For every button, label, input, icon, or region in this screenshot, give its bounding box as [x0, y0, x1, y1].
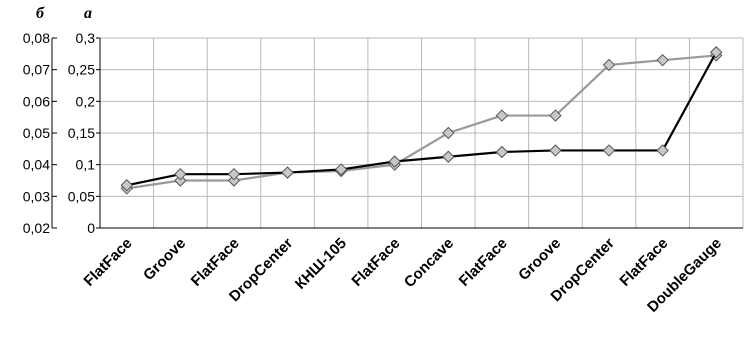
- data-point-marker: [602, 144, 616, 157]
- data-point-marker: [656, 144, 669, 157]
- category-label: Groove: [140, 235, 189, 284]
- right-axis-title: а: [84, 5, 92, 22]
- left-axis-tick-label: 0,06: [23, 93, 50, 109]
- left-axis-tick-label: 0,04: [23, 157, 50, 173]
- data-point-marker: [602, 58, 616, 72]
- data-point-marker: [281, 166, 294, 179]
- data-point-marker: [120, 179, 133, 192]
- category-label: FlatFace: [188, 235, 243, 290]
- left-axis-tick-label: 0,03: [23, 188, 50, 204]
- category-label: FlatFace: [616, 235, 671, 290]
- data-point-marker: [174, 167, 187, 181]
- labels: 0,02 0,03 0,04 0,05 0,06 0,07 0,08 0 0,05 0,1 0,15…: [23, 5, 725, 316]
- axes: [51, 37, 743, 229]
- data-point-marker: [388, 155, 401, 168]
- left-axis-title: б: [36, 5, 45, 22]
- series-lines: [120, 46, 723, 195]
- data-point-marker: [495, 109, 509, 122]
- left-axis-tick-label: 0,05: [23, 125, 50, 141]
- category-label: FlatFace: [81, 235, 136, 290]
- right-axis-tick-label: 0,05: [68, 188, 95, 204]
- right-axis-tick-label: 0,2: [76, 93, 96, 109]
- series-line-0: [126, 51, 718, 187]
- right-axis-tick-label: 0,1: [76, 157, 96, 173]
- data-point-marker: [334, 163, 348, 176]
- right-axis-tick-label: 0,25: [68, 62, 95, 78]
- left-axis-tick-label: 0,02: [23, 220, 50, 236]
- category-label: FlatFace: [456, 235, 511, 290]
- category-label: КНШ-105: [292, 235, 350, 293]
- data-point-marker: [174, 174, 187, 187]
- series-line-1: [126, 54, 717, 190]
- category-label: FlatFace: [348, 235, 403, 290]
- data-point-marker: [549, 109, 562, 122]
- category-label: Concave: [401, 235, 457, 291]
- data-point-marker: [227, 167, 241, 181]
- right-axis-tick-label: 0,15: [68, 125, 95, 141]
- grid: [99, 37, 744, 229]
- data-point-marker: [710, 46, 723, 59]
- data-point-marker: [495, 145, 509, 159]
- data-point-marker: [442, 150, 455, 163]
- data-point-marker: [227, 174, 241, 187]
- left-axis-tick-label: 0,08: [23, 30, 50, 46]
- right-axis-tick-label: 0: [87, 220, 95, 236]
- data-point-marker: [442, 126, 455, 140]
- right-axis-tick-label: 0,3: [76, 30, 96, 46]
- category-label: Groove: [515, 235, 564, 284]
- left-axis-tick-label: 0,07: [23, 62, 50, 78]
- data-point-marker: [656, 53, 669, 67]
- data-point-marker: [549, 144, 562, 157]
